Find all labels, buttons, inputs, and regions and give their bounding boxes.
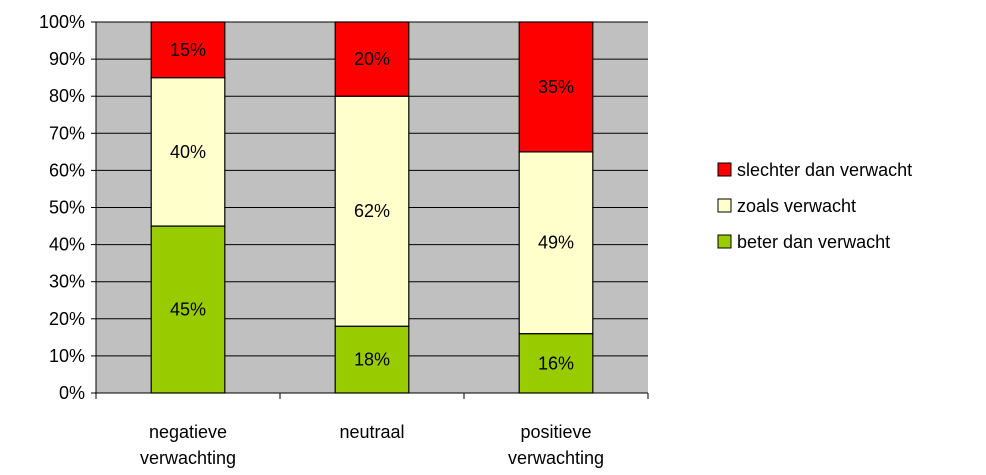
data-label: 49% [538,233,574,253]
y-tick-label: 0% [59,383,85,403]
y-tick-label: 20% [49,309,85,329]
x-tick-label: neutraal [339,422,404,442]
data-label: 35% [538,77,574,97]
legend-swatch [717,198,732,213]
data-label: 15% [170,40,206,60]
bar-segment [334,95,410,327]
x-tick-labels: negatieve verwachting neutraal positieve ver… [140,422,604,468]
x-tick-label: negatieve verwachting [140,422,236,468]
data-label: 40% [170,142,206,162]
y-tick-label: 10% [49,346,85,366]
bar-segment [518,21,594,153]
axes [91,21,649,399]
legend-swatch [717,234,732,249]
legend-label: beter dan verwacht [737,232,890,252]
x-tick-label: positieve verwachting [508,422,604,468]
bar-segment [150,77,226,227]
legend-label: slechter dan verwacht [737,160,912,180]
y-tick-label: 80% [49,86,85,106]
y-tick-label: 50% [49,198,85,218]
bars: 45% 40% 15% 18% 62% 20% 16% 49% 35% [150,21,594,394]
bar-segment [518,151,594,335]
legend-swatch [717,162,732,177]
legend-label: zoals verwacht [737,196,856,216]
data-label: 18% [354,350,390,370]
bar-segment [150,21,226,79]
y-tick-label: 100% [39,12,85,32]
y-tick-label: 70% [49,123,85,143]
bar-segment [334,21,410,97]
data-label: 45% [170,300,206,320]
y-tick-label: 90% [49,49,85,69]
y-tick-labels: 0% 10% 20% 30% 40% 50% 60% 70% 80% 90% 100% [39,12,85,403]
legend: slechter dan verwacht zoals verwacht beter… [717,160,912,252]
y-tick-label: 40% [49,235,85,255]
bar-segment [518,333,594,394]
bar-segment [150,225,226,394]
data-label: 20% [354,49,390,69]
data-label: 62% [354,201,390,221]
y-tick-label: 60% [49,160,85,180]
y-tick-label: 30% [49,272,85,292]
data-label: 16% [538,353,574,373]
